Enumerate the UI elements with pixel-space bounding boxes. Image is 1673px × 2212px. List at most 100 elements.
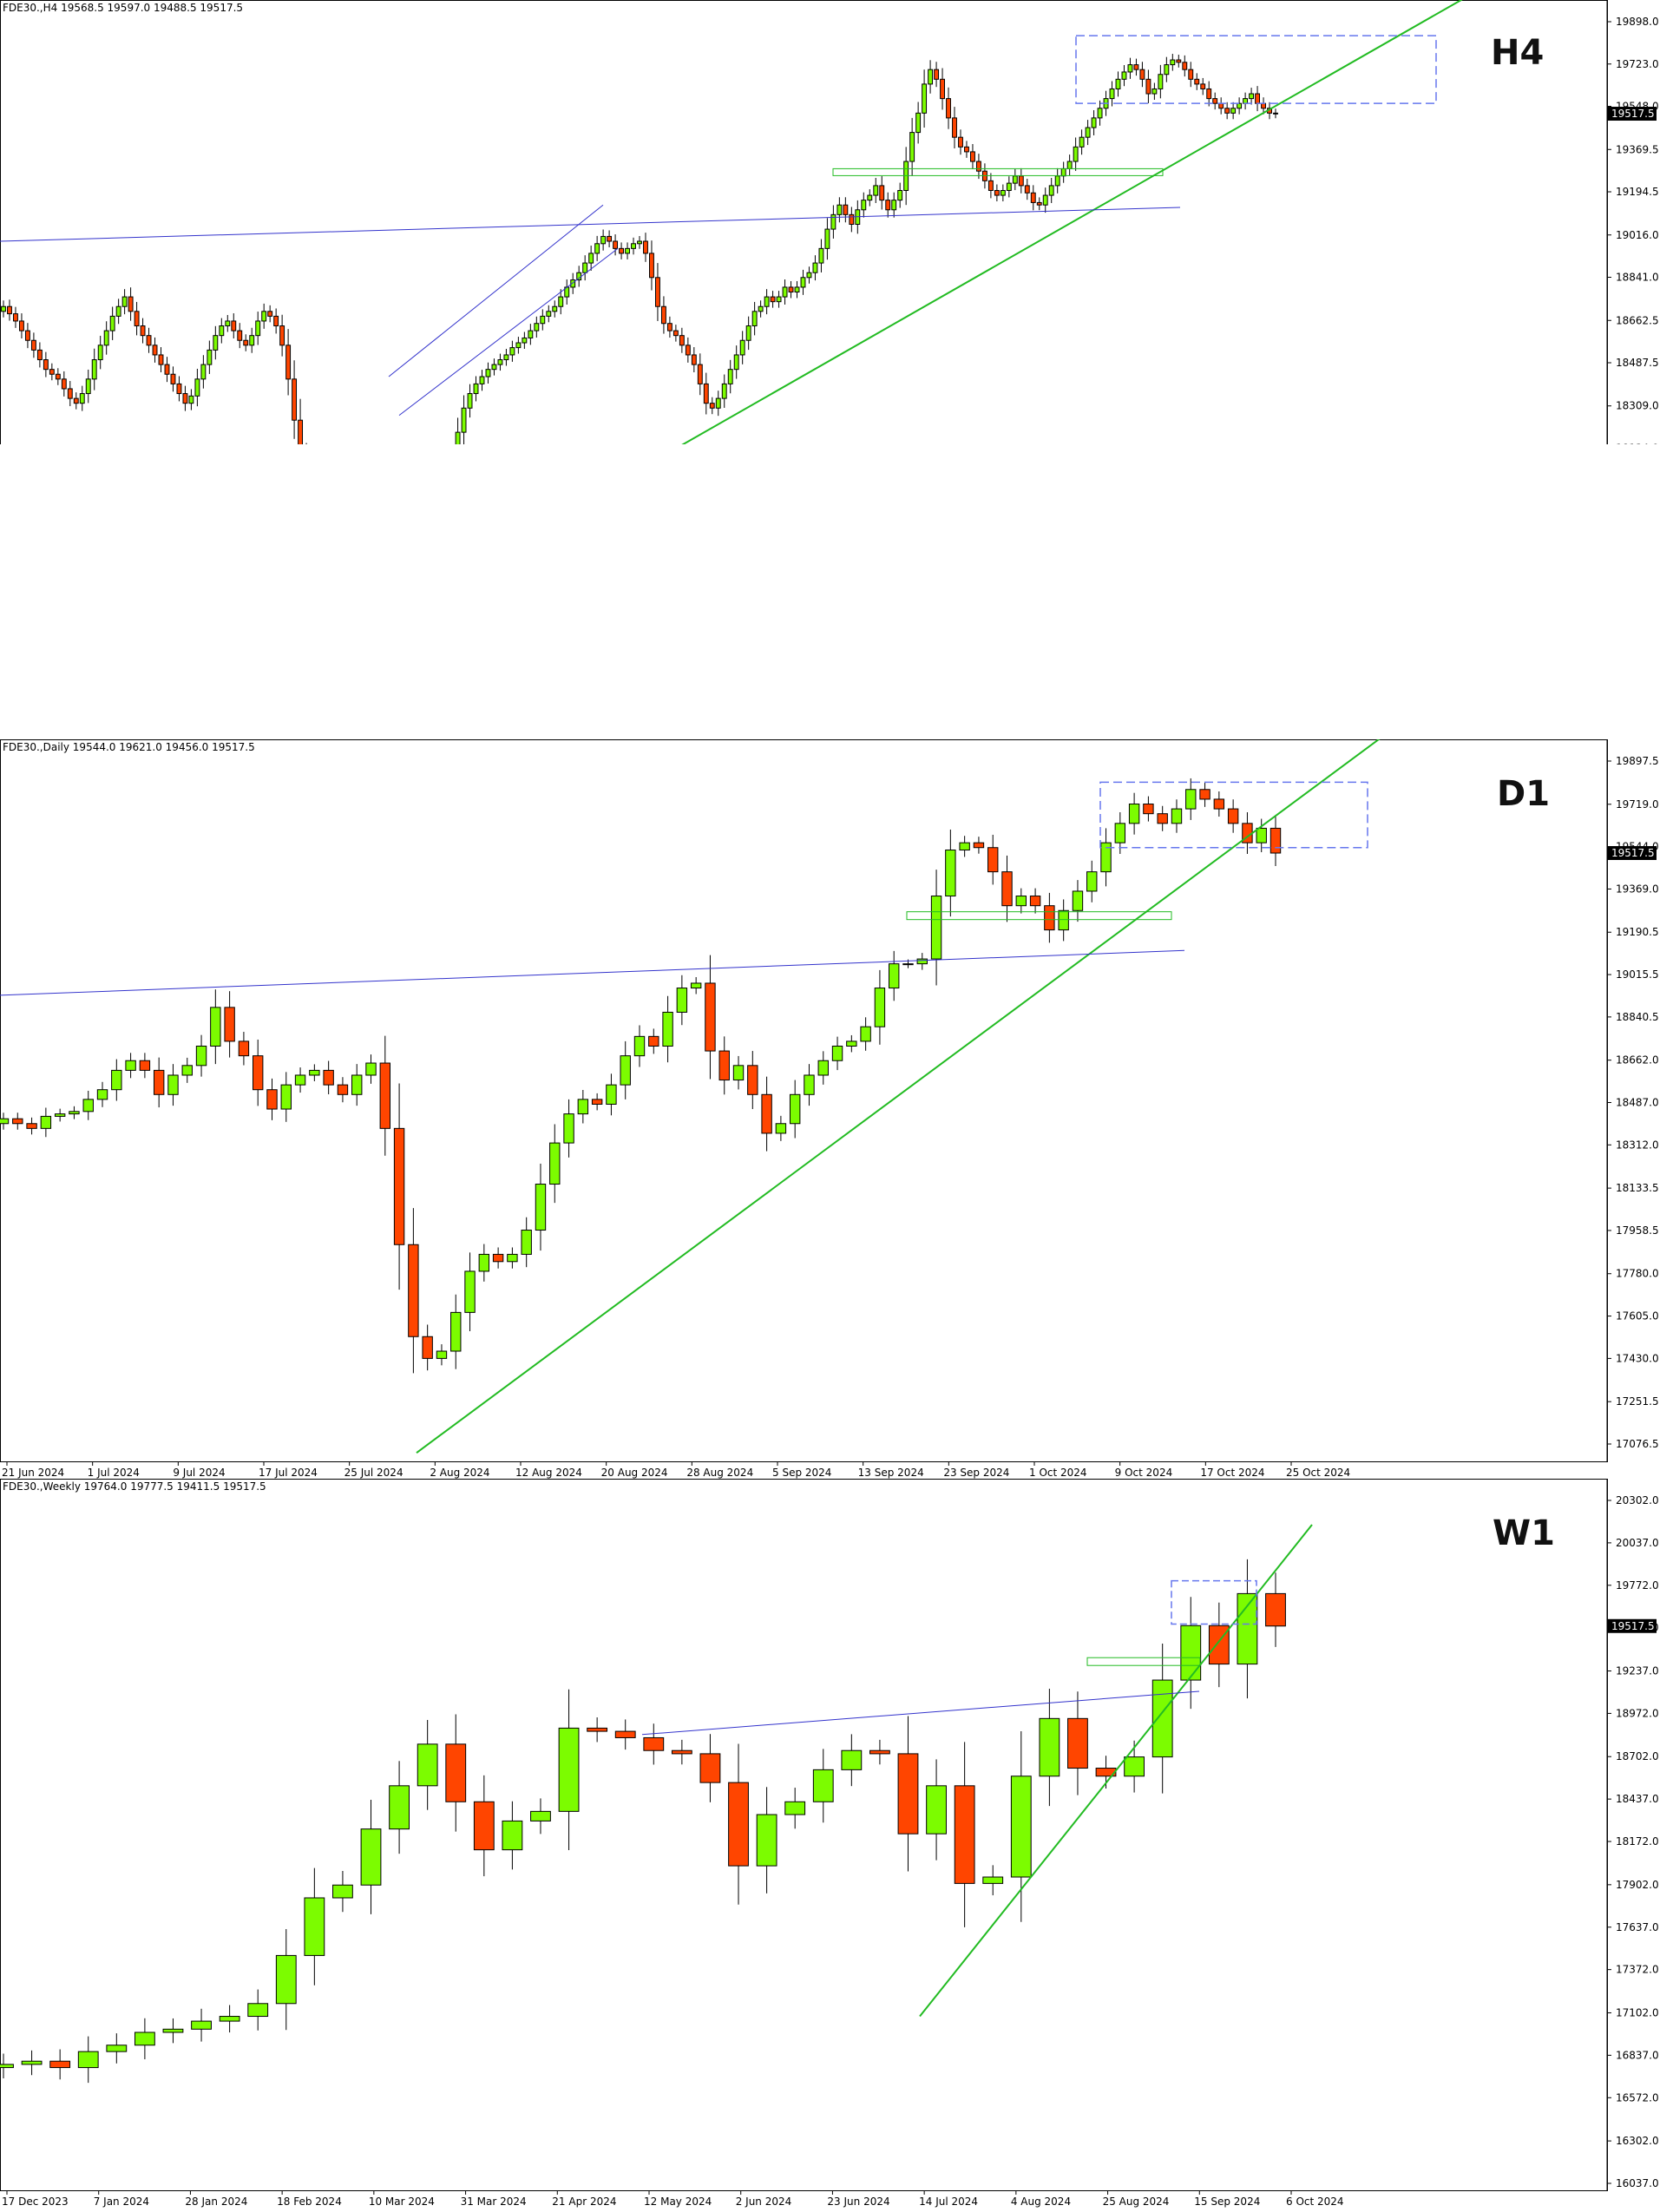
candle-body [620,1055,631,1086]
candle-body [600,235,607,245]
candle-body [304,1897,325,1956]
candle-body [153,1069,165,1095]
candle-body [24,330,30,341]
candle-body [654,277,660,307]
w1-chart-panel[interactable]: 20302.020037.019772.019507.019237.018972… [0,1479,1673,2212]
y-tick-label: 20302.0 [1616,1494,1659,1506]
candle-body [1151,1679,1173,1758]
y-tick-label: 18662.0 [1616,1054,1659,1067]
candle-body [1212,98,1218,104]
y-tick-label: 18840.5 [1616,1011,1659,1023]
candle-body [219,2016,240,2022]
candle-body [351,1074,363,1095]
candle-body [473,1801,495,1851]
candle-body [775,1123,787,1134]
h4-header: FDE30.,H4 19568.5 19597.0 19488.5 19517.… [3,2,244,14]
y-tick-label: 17102.0 [1616,2006,1659,2018]
candle-body [158,354,164,365]
candle-body [473,383,479,395]
candle-body [1265,1592,1286,1627]
candle-body [649,253,654,279]
candle-body [789,1093,801,1125]
y-tick-label: 18133.5 [1616,1182,1659,1194]
y-tick-label: 16837.0 [1616,2049,1659,2061]
candle-body [1109,88,1115,100]
w1-chart-canvas[interactable]: 20302.020037.019772.019507.019237.018972… [0,1479,1673,2212]
candle-body [1227,808,1239,824]
candle-body [672,330,679,337]
candle-body [705,982,716,1052]
d1-chart-canvas[interactable]: 19897.519719.019544.019369.019190.519015… [0,739,1673,1479]
candle-body [959,842,970,851]
candle-body [360,1828,382,1886]
candle-body [588,253,594,264]
candle-body [782,286,788,298]
candle-body [224,1007,235,1042]
candle-body [836,204,843,215]
candle-body [643,1736,665,1751]
candle-body [164,364,170,375]
candle-body [794,286,800,293]
y-tick-label: 18972.0 [1616,1707,1659,1719]
candle-body [1012,175,1018,184]
candle-body [332,1884,353,1899]
candle-body [485,369,491,377]
candle-body [1073,146,1079,162]
candle-body [393,1127,405,1245]
candle-body [1139,69,1145,80]
candle-body [194,378,200,397]
candle-body [1157,813,1168,824]
d1-chart-panel[interactable]: 19897.519719.019544.019369.019190.519015… [0,739,1673,1479]
candle-body [940,78,945,100]
candle-body [294,1074,306,1086]
candle-body [445,1743,467,1802]
candle-body [85,378,91,395]
candle-body [1171,808,1183,824]
candle-body [874,988,886,1027]
candle-body [987,847,999,873]
candle-body [1188,69,1194,80]
x-tick-label: 9 Oct 2024 [1115,1467,1173,1479]
candle-body [1044,905,1055,931]
candle-body [1,305,6,312]
candle-body [739,339,745,356]
candle-body [946,98,951,119]
h4-timeframe-label: H4 [1491,33,1545,73]
x-tick-label: 25 Oct 2024 [1286,1467,1350,1479]
candle-body [928,69,934,85]
candle-body [666,323,672,331]
support-zone-box [1086,1657,1201,1666]
y-tick-label: 19723.0 [1616,58,1659,70]
x-tick-label: 21 Apr 2024 [552,2196,616,2208]
candle-body [727,369,733,384]
candle-body [867,194,873,201]
candle-body [1121,71,1127,80]
y-tick-label: 18662.5 [1616,314,1659,326]
candle-body [337,1084,349,1095]
candle-body [607,235,613,242]
candle-body [582,262,588,273]
candle-body [77,2051,99,2069]
h4-chart-panel[interactable]: 19898.0 19723.0 19548.0 19369.5 19194.5 19016… [0,0,1673,444]
candle-body [1185,789,1197,810]
candle-body [1054,175,1060,187]
x-tick-label: 5 Sep 2024 [772,1467,831,1479]
candle-body [1100,842,1112,873]
candle-body [1067,1717,1088,1769]
h4-chart-canvas[interactable]: 19898.019723.019548.019369.519194.519016… [0,0,1673,444]
candle-body [249,335,255,346]
candle-body [818,247,824,264]
candle-body [1066,161,1073,169]
candle-body [1206,88,1212,100]
y-tick-label: 19190.5 [1616,926,1659,938]
x-tick-label: 2 Aug 2024 [430,1467,489,1479]
uptrend-line [681,0,1463,444]
candle-body [849,213,855,225]
y-tick-label: 17430.0 [1616,1352,1659,1364]
candle-body [1249,93,1255,100]
uptrend-line [919,1524,1313,2018]
x-tick-label: 2 Jun 2024 [736,2196,792,2208]
candle-body [1180,1625,1202,1681]
candle-body [515,342,522,349]
candle-body [18,320,24,331]
